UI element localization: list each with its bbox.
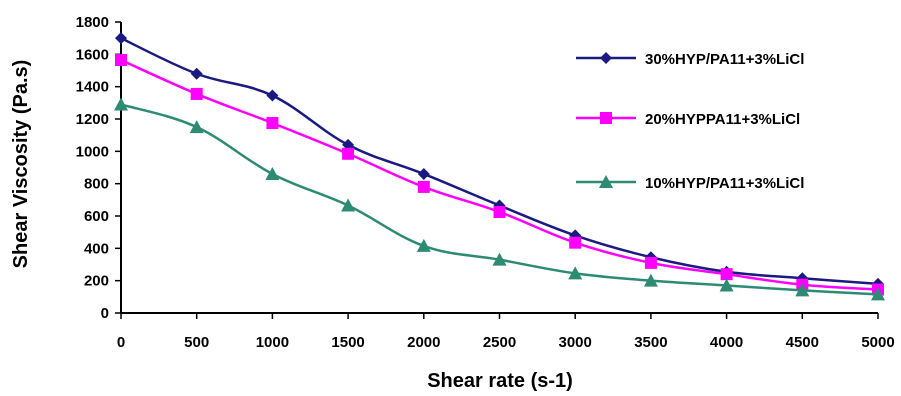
- data-point-square: [417, 180, 430, 193]
- data-point-square: [190, 87, 203, 100]
- series-3: [114, 97, 885, 301]
- x-tick-label: 4500: [786, 334, 819, 351]
- data-point-square: [569, 236, 582, 249]
- y-tick-label: 800: [84, 176, 109, 193]
- data-point-diamond: [417, 167, 430, 180]
- y-tick-label: 1600: [76, 46, 109, 63]
- data-point-triangle: [114, 97, 128, 111]
- x-tick-label: 1000: [256, 334, 289, 351]
- legend-item: 20%HYPPA11+3%LiCl: [576, 111, 800, 128]
- x-tick-label: 500: [184, 334, 209, 351]
- data-point-square: [342, 147, 355, 160]
- y-tick-label: 200: [84, 273, 109, 290]
- x-tick-label: 1500: [331, 334, 364, 351]
- x-tick-label: 2500: [483, 334, 516, 351]
- data-point-triangle: [568, 266, 583, 280]
- legend-marker-triangle: [599, 175, 613, 188]
- x-tick-label: 0: [117, 334, 125, 351]
- series-line: [120, 103, 879, 296]
- y-tick-label: 1800: [76, 14, 109, 31]
- data-point-diamond: [190, 67, 203, 80]
- series-1: [115, 32, 884, 290]
- data-point-triangle: [643, 273, 658, 287]
- data-point-diamond: [266, 89, 279, 102]
- x-axis-title: Shear rate (s-1): [427, 370, 573, 392]
- y-axis-title: Shear Viscosity (Pa.s): [10, 60, 32, 269]
- data-point-square: [115, 53, 127, 66]
- data-point-triangle: [795, 283, 810, 297]
- legend-label: 30%HYP/PA11+3%LiCl: [645, 51, 804, 68]
- series-2: [115, 53, 884, 296]
- series-line: [120, 37, 879, 286]
- data-point-square: [720, 268, 733, 281]
- legend-label: 20%HYPPA11+3%LiCl: [645, 111, 800, 128]
- legend-marker-diamond: [600, 52, 612, 64]
- x-tick-label: 5000: [861, 334, 894, 351]
- legend: 30%HYP/PA11+3%LiCl 20%HYPPA11+3%LiCl 10%HY…: [576, 51, 804, 192]
- y-tick-label: 0: [101, 305, 109, 322]
- legend-marker-square: [600, 112, 612, 124]
- series-layer: [114, 32, 885, 301]
- y-tick-label: 1200: [76, 111, 109, 128]
- y-tick-label: 400: [84, 240, 109, 257]
- legend-label: 10%HYP/PA11+3%LiCl: [645, 175, 804, 192]
- y-tick-label: 600: [84, 208, 109, 225]
- data-point-triangle: [492, 252, 507, 266]
- legend-item: 30%HYP/PA11+3%LiCl: [576, 51, 804, 68]
- y-tick-label: 1000: [76, 143, 109, 160]
- x-tick-label: 2000: [407, 334, 440, 351]
- x-tick-label: 3500: [634, 334, 667, 351]
- x-tick-label: 3000: [559, 334, 592, 351]
- data-point-diamond: [115, 32, 127, 45]
- data-point-triangle: [871, 287, 885, 301]
- data-point-square: [493, 205, 506, 218]
- data-point-triangle: [416, 238, 431, 252]
- data-point-square: [266, 117, 279, 130]
- y-tick-label: 1400: [76, 79, 109, 96]
- data-point-triangle: [341, 198, 356, 212]
- x-tick-label: 4000: [710, 334, 743, 351]
- data-point-triangle: [265, 166, 280, 180]
- y-ticks: 0 200 400 600 800 1000 1200 1400 1600 1800: [76, 14, 121, 322]
- data-point-triangle: [189, 120, 204, 134]
- x-ticks: 0 500 1000 1500 2000 2500 3000 3500 4000 4500 5000: [117, 313, 895, 351]
- legend-item: 10%HYP/PA11+3%LiCl: [576, 175, 804, 192]
- data-point-triangle: [719, 278, 734, 292]
- data-point-square: [644, 256, 657, 269]
